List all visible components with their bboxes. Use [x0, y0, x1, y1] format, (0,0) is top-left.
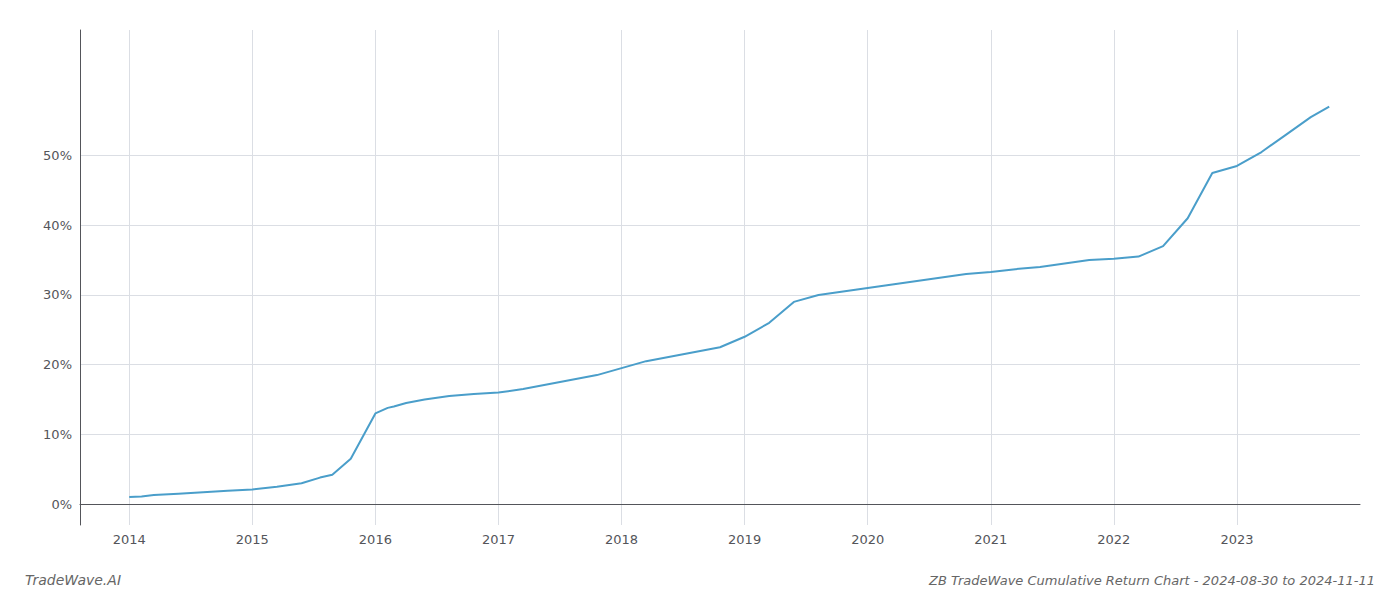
svg-text:2019: 2019 — [728, 532, 761, 547]
svg-text:2021: 2021 — [974, 532, 1007, 547]
svg-text:40%: 40% — [43, 218, 72, 233]
svg-text:2017: 2017 — [482, 532, 515, 547]
svg-text:2015: 2015 — [236, 532, 269, 547]
svg-text:30%: 30% — [43, 287, 72, 302]
svg-text:2016: 2016 — [359, 532, 392, 547]
svg-text:2022: 2022 — [1097, 532, 1130, 547]
svg-text:ZB TradeWave Cumulative Return: ZB TradeWave Cumulative Return Chart - 2… — [928, 573, 1375, 588]
svg-text:2018: 2018 — [605, 532, 638, 547]
svg-text:2014: 2014 — [113, 532, 146, 547]
svg-text:2020: 2020 — [851, 532, 884, 547]
svg-text:TradeWave.AI: TradeWave.AI — [25, 572, 121, 588]
svg-text:50%: 50% — [43, 148, 72, 163]
svg-text:2023: 2023 — [1220, 532, 1253, 547]
svg-text:20%: 20% — [43, 357, 72, 372]
svg-text:10%: 10% — [43, 427, 72, 442]
svg-text:0%: 0% — [51, 497, 72, 512]
